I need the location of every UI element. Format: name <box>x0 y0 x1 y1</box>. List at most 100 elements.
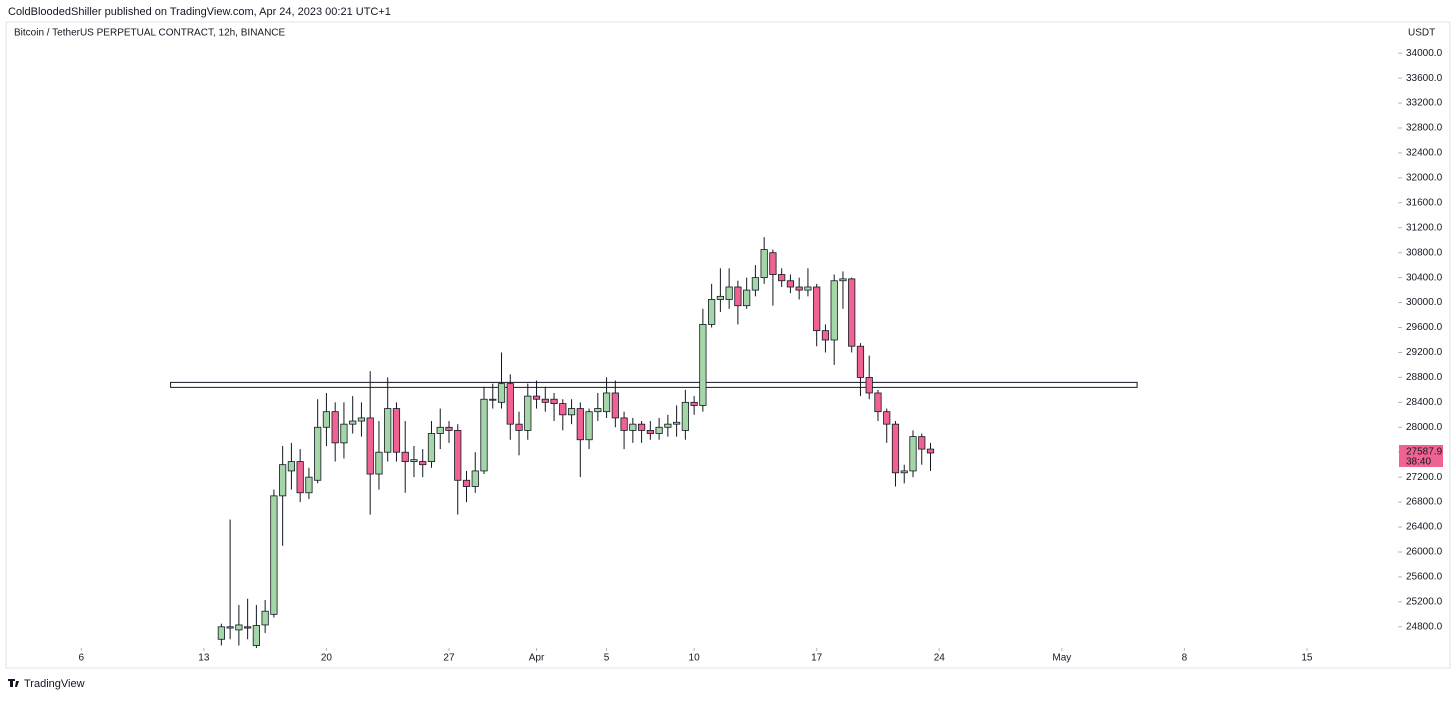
y-tick-label: 30400.0 <box>1406 272 1443 283</box>
y-tick-label: 33600.0 <box>1406 73 1443 84</box>
candle-body <box>331 411 339 444</box>
candle-body <box>471 470 479 487</box>
candle-body <box>541 398 549 403</box>
candle-body <box>708 299 716 325</box>
x-tick-label: 15 <box>1301 653 1313 664</box>
candle-body <box>673 421 681 425</box>
candle-body <box>620 417 628 431</box>
candle-body <box>252 625 260 646</box>
x-tick-label: May <box>1052 653 1071 664</box>
candle-body <box>226 626 234 629</box>
candle-body <box>462 479 471 487</box>
candle-body <box>445 426 453 431</box>
candle-body <box>410 459 418 462</box>
candle-body <box>839 278 847 282</box>
y-tick-label: 26800.0 <box>1406 497 1443 508</box>
candle-body <box>795 286 803 291</box>
candle-body <box>891 423 900 474</box>
candle-body <box>305 476 313 494</box>
candle-body <box>261 610 269 626</box>
y-tick-label: 28800.0 <box>1406 372 1443 383</box>
last-price-box <box>1399 444 1443 467</box>
x-tick-label: 24 <box>934 653 946 664</box>
candle-body <box>602 392 611 413</box>
candle-body <box>454 429 462 481</box>
candle-body <box>235 624 243 631</box>
y-tick-label: 24800.0 <box>1406 621 1443 632</box>
y-tick-label: 30000.0 <box>1406 297 1443 308</box>
y-tick-label: 33200.0 <box>1406 98 1443 109</box>
candle-body <box>401 451 409 462</box>
candle-body <box>296 461 304 494</box>
y-tick-label: 32800.0 <box>1406 123 1443 134</box>
x-tick-label: 8 <box>1182 653 1188 664</box>
candle-body <box>848 278 856 347</box>
candle-body <box>909 436 917 472</box>
candle-body <box>322 411 331 428</box>
candle-body <box>506 383 514 425</box>
candle-body <box>664 423 672 428</box>
candle-body <box>357 417 366 422</box>
candle-body <box>480 398 488 472</box>
candle-body <box>585 411 593 441</box>
y-tick-label: 26400.0 <box>1406 522 1443 533</box>
candle-body <box>532 395 541 400</box>
candle-body <box>524 395 532 431</box>
candle-body <box>629 423 637 431</box>
candle-body <box>743 289 751 307</box>
candle-body <box>856 345 865 378</box>
candle-body <box>497 383 506 403</box>
candle-body <box>813 286 821 332</box>
x-tick-label: 20 <box>321 653 333 664</box>
candle-body <box>427 433 436 462</box>
y-tick-label: 25200.0 <box>1406 597 1443 608</box>
x-tick-label: 5 <box>604 653 610 664</box>
y-tick-label: 25600.0 <box>1406 572 1443 583</box>
candle-body <box>725 286 733 300</box>
candle-body <box>576 408 584 441</box>
candle-body <box>874 392 882 413</box>
footer-logo <box>8 679 19 687</box>
footer-brand: TradingView <box>24 678 85 690</box>
candle-body <box>436 426 444 434</box>
candle-body <box>611 392 619 419</box>
candle-body <box>760 249 768 279</box>
x-tick-label: 6 <box>79 653 85 664</box>
candle-body <box>865 376 873 394</box>
y-tick-label: 30800.0 <box>1406 247 1443 258</box>
candle-body <box>646 429 654 434</box>
candle-body <box>217 626 225 640</box>
y-tick-label: 31200.0 <box>1406 222 1443 233</box>
y-axis-label: USDT <box>1408 28 1435 39</box>
y-tick-label: 28000.0 <box>1406 422 1443 433</box>
candle-body <box>900 470 908 474</box>
candle-body <box>655 426 663 434</box>
candle-body <box>515 423 523 431</box>
candle-body <box>804 286 812 291</box>
candle-body <box>340 423 348 444</box>
candle-body <box>349 420 357 425</box>
candle-body <box>716 295 724 300</box>
candle-body <box>287 461 296 472</box>
candle-body <box>769 252 777 275</box>
candle-body <box>751 277 760 291</box>
x-tick-label: 17 <box>811 653 823 664</box>
candle-body <box>778 274 786 282</box>
y-tick-label: 26000.0 <box>1406 547 1443 558</box>
candle-body <box>830 280 838 341</box>
zone-rectangle <box>170 381 1138 388</box>
candle-body <box>821 330 830 341</box>
candle-body <box>594 408 602 413</box>
candle-body <box>244 626 252 629</box>
candle-body <box>366 417 374 475</box>
candle-body <box>419 461 427 466</box>
candle-body <box>786 280 795 288</box>
y-tick-label: 32000.0 <box>1406 173 1443 184</box>
candle-body <box>567 408 576 416</box>
publish-header: ColdBloodedShiller published on TradingV… <box>8 6 391 18</box>
candle-body <box>681 401 689 431</box>
candle-body <box>637 423 646 431</box>
last-price-label: 27587.9 <box>1406 447 1443 458</box>
candle-body <box>699 324 707 406</box>
